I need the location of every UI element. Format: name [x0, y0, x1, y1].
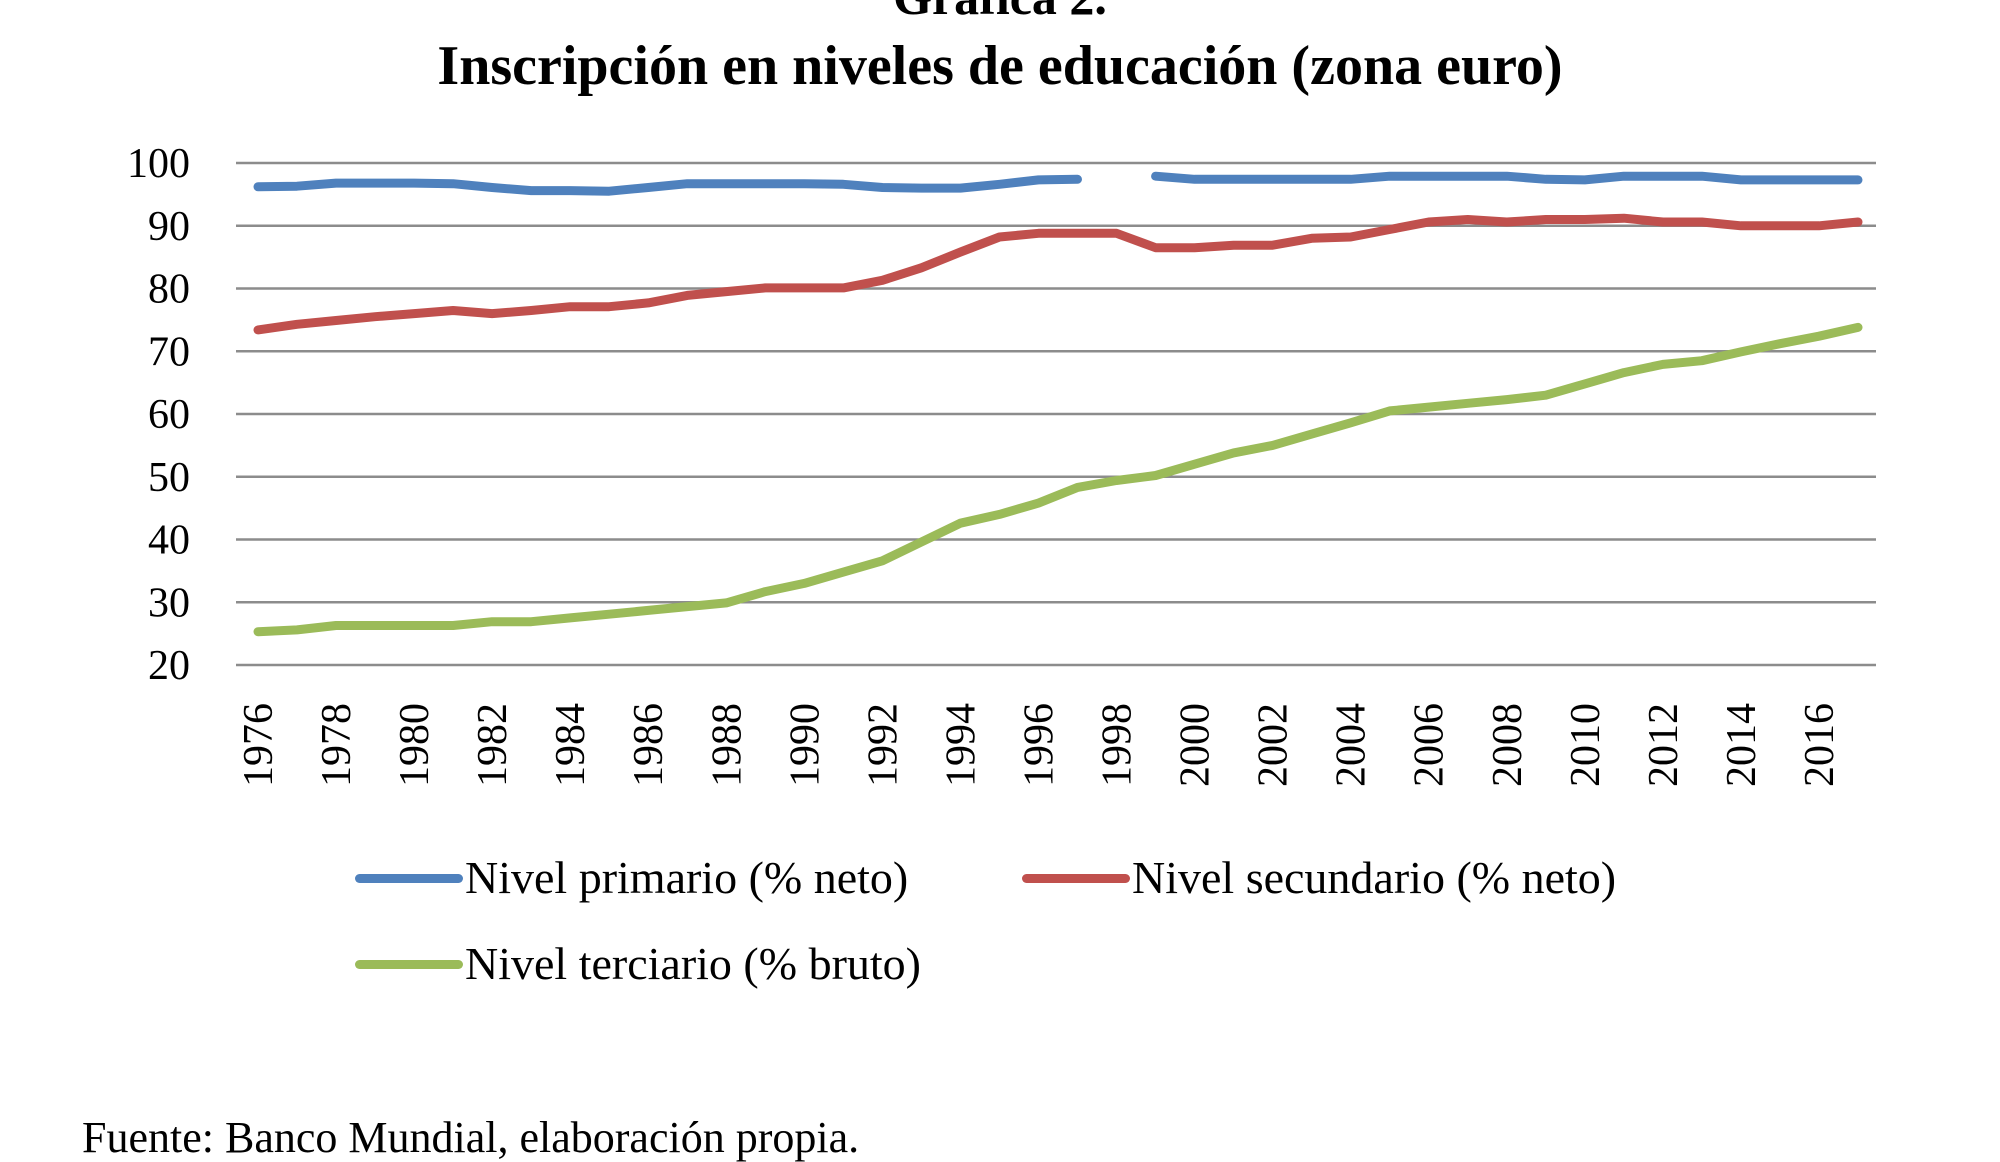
x-tick-label: 1998	[1095, 703, 1141, 787]
x-tick-label: 2012	[1641, 703, 1687, 787]
legend-label-secundario: Nivel secundario (% neto)	[1132, 852, 1617, 903]
x-tick-label: 2010	[1563, 703, 1609, 787]
x-tick-label: 2004	[1329, 703, 1375, 787]
source-note: Fuente: Banco Mundial, elaboración propi…	[82, 1113, 860, 1162]
chart-subtitle: Inscripción en niveles de educación (zon…	[437, 35, 1563, 97]
y-tick-label: 60	[148, 392, 190, 438]
x-tick-label: 1992	[860, 703, 906, 787]
legend-swatch-terciario	[355, 959, 463, 969]
gridlines	[236, 161, 1876, 667]
y-tick-label: 40	[148, 518, 190, 564]
x-tick-label: 1980	[392, 703, 438, 787]
x-tick-label: 1982	[470, 703, 516, 787]
series-line-1	[253, 213, 1863, 335]
y-tick-label: 100	[127, 141, 190, 187]
y-tick-label: 80	[148, 267, 190, 313]
x-tick-label: 2016	[1797, 703, 1843, 787]
y-tick-label: 90	[148, 204, 190, 250]
y-tick-label: 50	[148, 455, 190, 501]
legend-item-terciario: Nivel terciario (% bruto)	[355, 934, 921, 994]
series-line-0	[253, 171, 1863, 196]
legend-item-secundario: Nivel secundario (% neto)	[1022, 848, 1616, 908]
legend-label-terciario: Nivel terciario (% bruto)	[465, 938, 921, 989]
x-tick-label: 1986	[626, 703, 672, 787]
x-tick-label: 1988	[704, 703, 750, 787]
series-line-2	[253, 322, 1863, 637]
y-axis-ticks: 20 30 40 50 60 70 80 90 100	[127, 141, 190, 689]
x-tick-label: 1984	[548, 703, 594, 787]
x-tick-label: 1996	[1016, 703, 1062, 787]
x-tick-label: 1978	[314, 703, 360, 787]
x-tick-label: 2002	[1251, 703, 1297, 787]
legend-swatch-secundario	[1022, 873, 1130, 883]
x-axis-ticks: 1976 1978 1980 1982 1984 1986 1988 1990 1992 1994…	[236, 703, 1843, 787]
x-tick-label: 1976	[236, 703, 282, 787]
legend-label-primario: Nivel primario (% neto)	[465, 852, 909, 903]
y-tick-label: 20	[148, 643, 190, 689]
legend-swatch-primario	[355, 873, 463, 883]
legend-item-primario: Nivel primario (% neto)	[355, 848, 908, 908]
x-tick-label: 2014	[1719, 703, 1765, 787]
y-tick-label: 30	[148, 580, 190, 626]
x-tick-label: 2008	[1485, 703, 1531, 787]
x-tick-label: 2000	[1173, 703, 1219, 787]
x-tick-label: 2006	[1407, 703, 1453, 787]
series-lines	[253, 171, 1863, 637]
x-tick-label: 1994	[938, 703, 984, 787]
x-tick-label: 1990	[782, 703, 828, 787]
y-tick-label: 70	[148, 329, 190, 375]
chart-title: Gráfica 2.	[0, 0, 2000, 22]
